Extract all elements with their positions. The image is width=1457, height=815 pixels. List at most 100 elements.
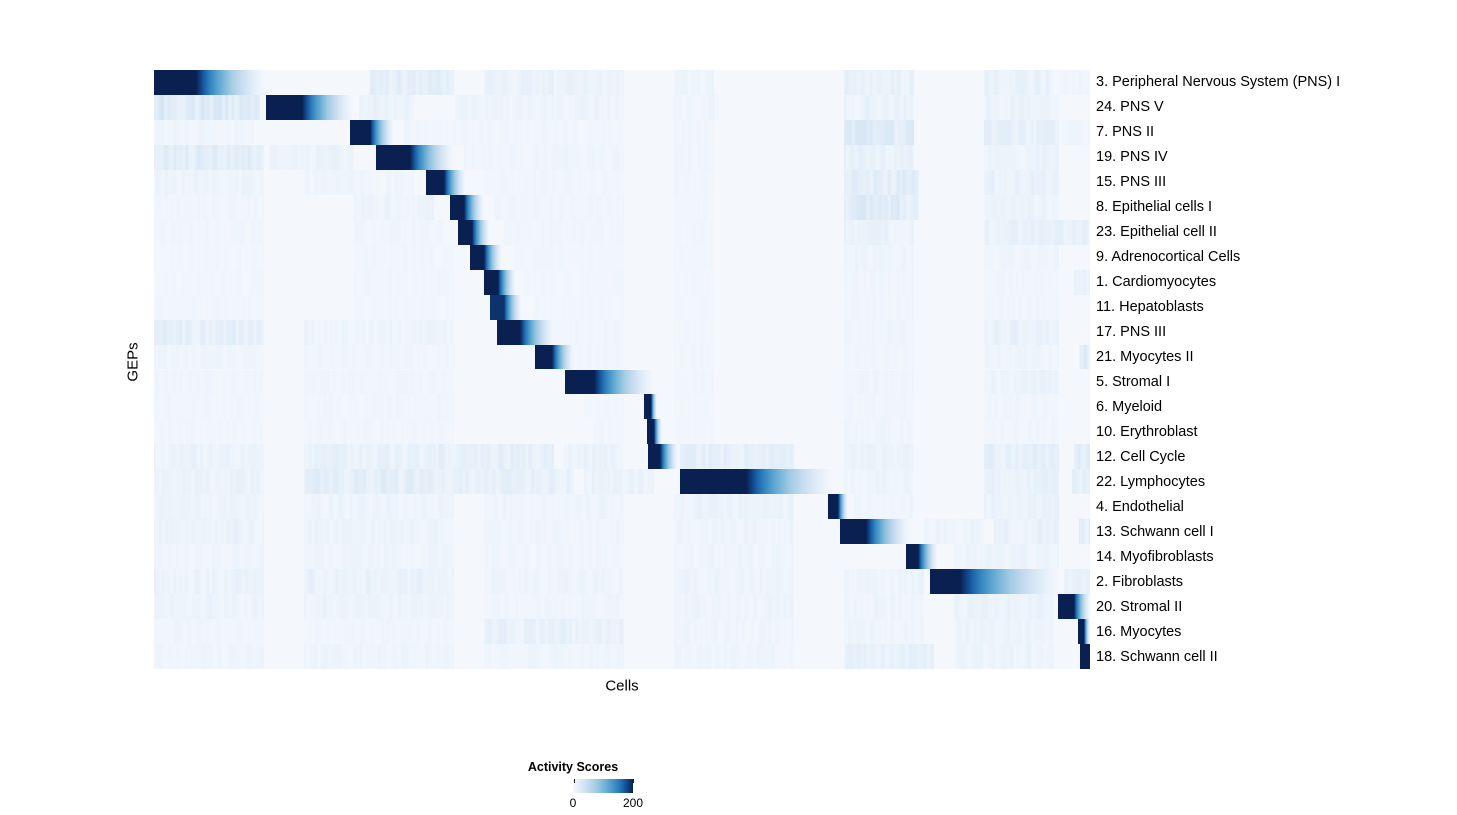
row-label: 7. PNS II [1096, 124, 1155, 141]
row-label: 4. Endothelial [1096, 498, 1184, 515]
heatmap-noise-band [1064, 569, 1090, 595]
heatmap-noise-band [434, 444, 554, 470]
heatmap-noise-band [924, 519, 984, 545]
row-label: 18. Schwann cell II [1096, 648, 1218, 665]
heatmap-noise-band [154, 169, 264, 195]
row-label: 11. Hepatoblasts [1096, 298, 1204, 315]
heatmap-row [154, 70, 1090, 95]
heatmap-core-block [1058, 594, 1074, 620]
heatmap-noise-band [1074, 269, 1090, 295]
heatmap-noise-band [154, 119, 254, 145]
heatmap-core-block [565, 369, 594, 395]
heatmap-noise-band [304, 344, 454, 370]
heatmap-noise-band [674, 244, 714, 270]
heatmap-noise-band [404, 119, 624, 145]
heatmap-gradient-tail [370, 119, 394, 145]
heatmap-noise-band [984, 344, 1059, 370]
heatmap-noise-band [984, 244, 1059, 270]
heatmap-noise-band [844, 419, 914, 445]
heatmap-gradient-tail [302, 94, 354, 120]
heatmap-core-block [1078, 619, 1084, 645]
heatmap-noise-band [984, 169, 1059, 195]
heatmap-noise-band [484, 644, 624, 669]
row-label-list: 3. Peripheral Nervous System (PNS) I 24. … [1096, 70, 1446, 669]
heatmap-noise-band [984, 269, 1059, 295]
row-label: 20. Stromal II [1096, 598, 1183, 615]
heatmap-noise-band [564, 444, 624, 470]
heatmap-noise-band [524, 269, 624, 295]
heatmap-gradient-tail [960, 569, 1060, 595]
heatmap-gradient-tail [660, 444, 678, 470]
heatmap-noise-band [954, 644, 1054, 669]
heatmap-noise-band [304, 619, 454, 645]
heatmap-noise-band [674, 194, 714, 220]
heatmap-noise-band [1074, 444, 1090, 470]
heatmap-noise-band [984, 469, 1059, 495]
heatmap-row [154, 244, 1090, 270]
heatmap-noise-band [844, 444, 914, 470]
heatmap-gradient-tail [484, 244, 502, 270]
heatmap-noise-band [954, 544, 1059, 570]
row-label: 3. Peripheral Nervous System (PNS) I [1096, 74, 1341, 91]
heatmap-noise-band [984, 294, 1059, 320]
heatmap-noise-band [854, 494, 914, 520]
heatmap-noise-band [154, 419, 264, 445]
row-label: 22. Lymphocytes [1096, 473, 1206, 490]
heatmap-row [154, 519, 1090, 545]
heatmap-core-block [350, 119, 370, 145]
heatmap-noise-band [269, 144, 354, 170]
heatmap-noise-band [984, 494, 1059, 520]
heatmap-noise-band [304, 644, 454, 669]
heatmap-noise-band [674, 269, 714, 295]
heatmap-gradient-tail [472, 219, 490, 245]
heatmap-noise-band [304, 544, 454, 570]
heatmap-noise-band [154, 569, 264, 595]
heatmap-noise-band [844, 369, 914, 395]
heatmap-noise-band [674, 94, 719, 120]
heatmap-noise-band [154, 144, 264, 170]
heatmap-noise-band [154, 369, 264, 395]
heatmap-noise-band [674, 569, 794, 595]
heatmap-noise-band [674, 119, 714, 145]
heatmap-noise-band [484, 519, 624, 545]
row-label: 14. Myofibroblasts [1096, 548, 1214, 565]
heatmap-noise-band [954, 594, 1054, 620]
heatmap-core-block [484, 269, 498, 295]
colorbar-tick-label: 200 [622, 796, 644, 810]
heatmap-noise-band [494, 194, 624, 220]
heatmap-core-block [644, 394, 651, 420]
heatmap-noise-band [984, 444, 1059, 470]
heatmap-row [154, 619, 1090, 645]
heatmap-noise-band [304, 419, 454, 445]
heatmap-noise-band [680, 444, 794, 470]
row-label: 21. Myocytes II [1096, 348, 1194, 365]
heatmap-noise-band [674, 144, 714, 170]
heatmap-row [154, 419, 1090, 445]
heatmap-noise-band [844, 119, 914, 145]
heatmap-row [154, 544, 1090, 570]
heatmap-row [154, 194, 1090, 220]
heatmap-plot [154, 70, 1090, 669]
heatmap-row [154, 444, 1090, 470]
heatmap-core-block [376, 144, 410, 170]
heatmap-gradient-tail [464, 194, 484, 220]
heatmap-noise-band [154, 244, 264, 270]
heatmap-gradient-tail [498, 269, 516, 295]
heatmap-noise-band [844, 194, 919, 220]
heatmap-noise-band [154, 344, 264, 370]
heatmap-noise-band [844, 619, 924, 645]
heatmap-noise-band [844, 469, 914, 495]
heatmap-noise-band [454, 94, 624, 120]
row-label: 9. Adrenocortical Cells [1096, 248, 1241, 265]
heatmap-noise-band [984, 194, 1059, 220]
heatmap-noise-band [154, 594, 264, 620]
heatmap-core-block [647, 419, 654, 445]
heatmap-noise-band [844, 94, 914, 120]
heatmap-noise-band [534, 294, 624, 320]
heatmap-noise-band [304, 319, 454, 345]
heatmap-noise-band [984, 94, 1059, 120]
heatmap-noise-band [844, 394, 914, 420]
heatmap-noise-band [484, 594, 624, 620]
heatmap-noise-band [514, 244, 624, 270]
